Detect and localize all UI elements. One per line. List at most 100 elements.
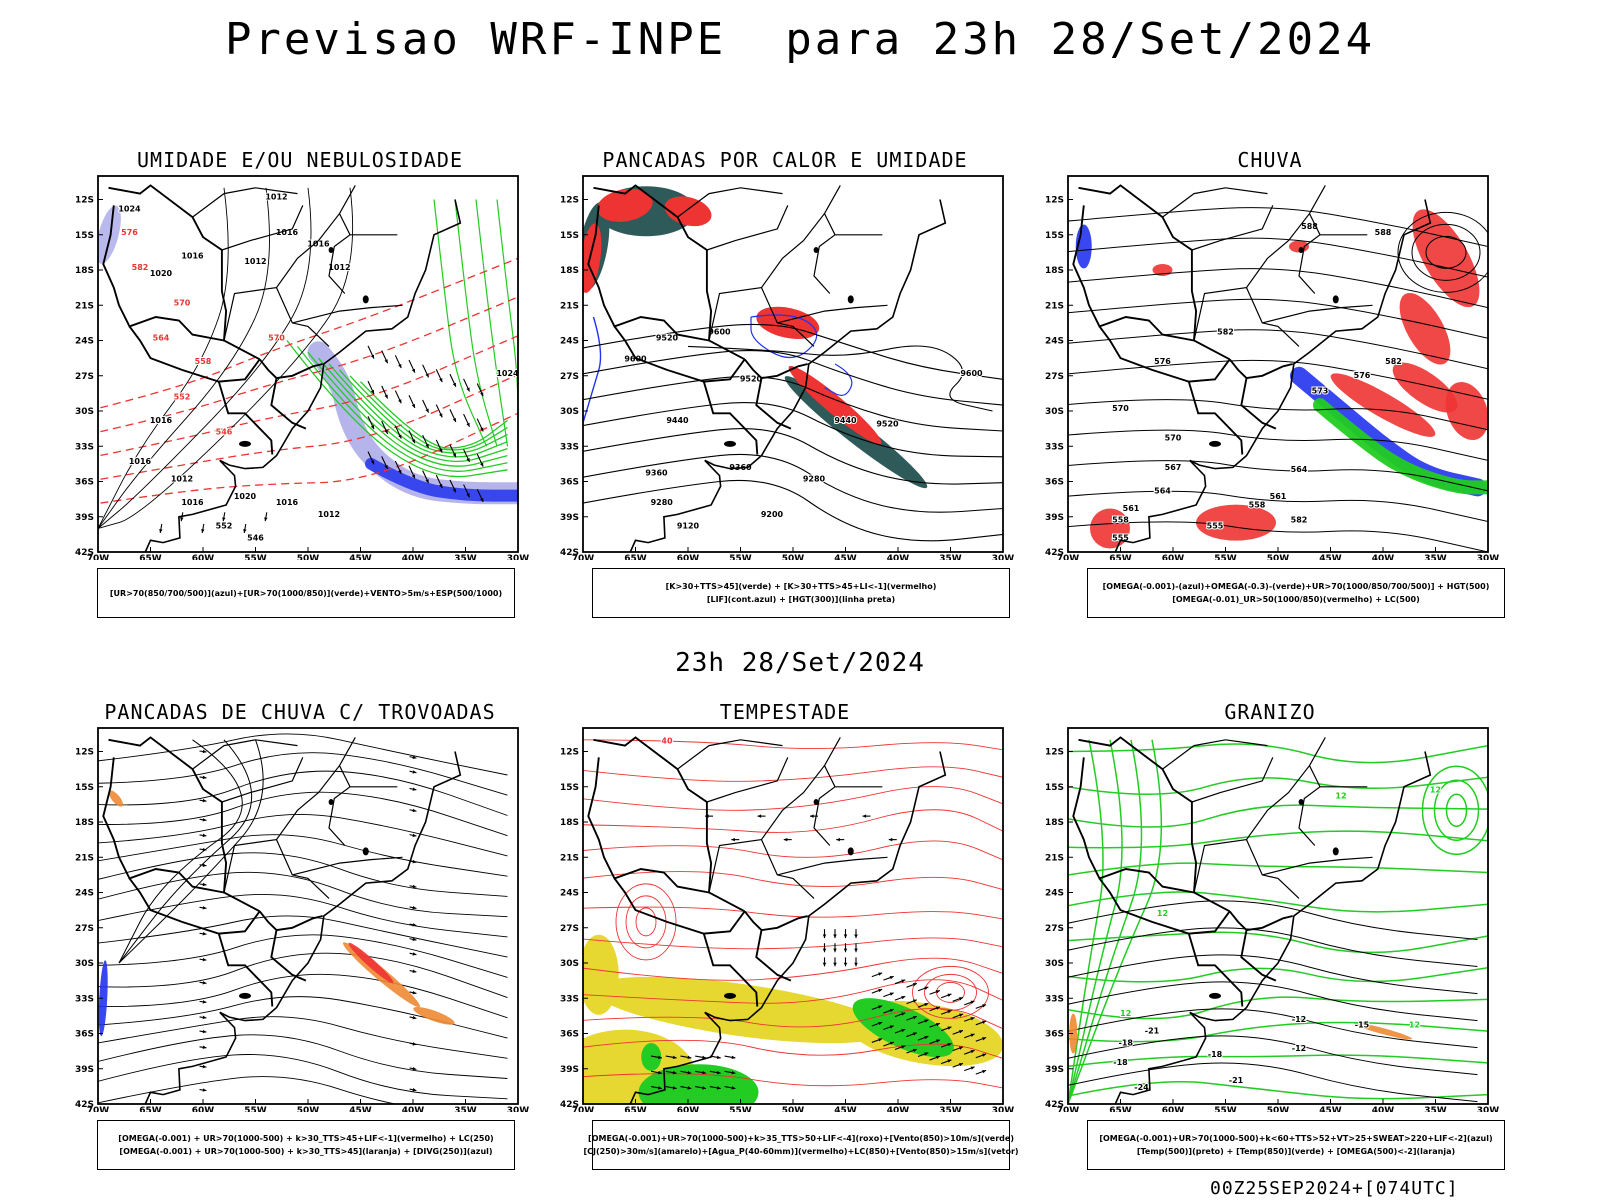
contour-label: 588	[1301, 222, 1318, 231]
wind-vector	[854, 929, 858, 939]
legend-caption-umidade: [UR>70(850/700/500)](azul)+[UR>70(1000/8…	[97, 568, 515, 618]
instability-band-red	[788, 365, 882, 445]
lon-tick-label: 60W	[192, 1106, 215, 1112]
border-line	[706, 205, 789, 251]
temp850-contour-green	[1068, 739, 1104, 1104]
contour-label: 582	[132, 263, 149, 272]
wind-barb	[463, 484, 471, 498]
wind-vector	[680, 1086, 692, 1090]
streamline-red	[583, 840, 1003, 861]
height-contour-black	[583, 453, 1003, 513]
contour-label: 9520	[876, 419, 899, 428]
coastline-atlantic	[629, 199, 947, 552]
contour-label: 546	[247, 533, 264, 542]
border-line	[1098, 877, 1231, 935]
temp850-contour-green	[1068, 996, 1488, 1020]
streamline	[98, 934, 508, 978]
wind-barb	[476, 453, 484, 467]
lon-tick-label: 45W	[349, 1106, 372, 1112]
lat-tick-label: 12S	[1045, 748, 1064, 758]
temp850-contour-green	[1068, 739, 1143, 1104]
map-content: 12 12 12 12 12 -12 -18 -15 -12 -18 -21 -24 -21 -18	[1068, 736, 1488, 1104]
wind-vector	[883, 1041, 894, 1047]
wind-vector	[929, 1006, 941, 1012]
temp850-contour-green	[1433, 779, 1480, 841]
height-contour-black	[1068, 429, 1488, 461]
moisture-band-lavender	[307, 341, 518, 505]
contour-label: 552	[216, 522, 233, 531]
thickness-contour-red	[98, 374, 518, 481]
lon-tick-label: 70W	[1057, 554, 1080, 560]
lagoon-mirim	[724, 992, 736, 999]
border-line	[292, 856, 403, 876]
wind-barb	[243, 523, 247, 534]
border-line	[258, 910, 323, 932]
lat-tick-label: 39S	[1045, 513, 1064, 523]
lat-tick-label: 12S	[75, 196, 94, 206]
wind-vector	[833, 929, 837, 939]
wind-vector	[650, 1086, 663, 1090]
wind-vector	[964, 1066, 975, 1072]
contour-label: 576	[121, 228, 138, 237]
reservoir-marker	[328, 799, 334, 806]
border-line	[258, 358, 323, 380]
border-line	[128, 877, 261, 935]
wind-vector	[952, 1046, 964, 1052]
streamline	[98, 1076, 398, 1104]
lon-tick-label: 55W	[1214, 554, 1237, 560]
lat-tick-label: 18S	[560, 266, 579, 276]
contour-label: 576	[1154, 357, 1171, 366]
lat-tick-label: 15S	[75, 231, 94, 241]
contour-label: 9360	[645, 469, 668, 478]
lon-tick-label: 65W	[624, 1106, 647, 1112]
streamline-red	[583, 786, 1003, 811]
wind-barb	[367, 416, 375, 430]
height-contour-black	[583, 402, 1003, 458]
border-line	[813, 786, 836, 846]
height-contour-black	[1425, 235, 1467, 269]
jet-gap	[792, 1052, 857, 1085]
lat-tick-label: 24S	[560, 889, 579, 899]
wind-vector	[871, 1021, 883, 1027]
height-contour-black	[1068, 460, 1488, 492]
lat-tick-label: 21S	[75, 301, 94, 311]
streamline-arrow	[409, 755, 417, 760]
contour-label: 12	[1335, 792, 1346, 801]
border-line	[760, 839, 815, 899]
wind-vector	[836, 837, 845, 842]
lat-tick-label: 36S	[560, 1030, 579, 1040]
lon-tick-label: 50W	[782, 554, 805, 560]
temp850-contour-green	[1068, 739, 1163, 1104]
lat-tick-label: 12S	[560, 196, 579, 206]
lon-tick-label: 65W	[139, 1106, 162, 1112]
streamline-arrow	[199, 882, 207, 887]
streamline	[98, 791, 508, 837]
streamline-arrow	[199, 1015, 207, 1020]
height-contour-black	[1068, 490, 1488, 522]
streamline	[98, 813, 508, 857]
wind-barb	[408, 395, 416, 409]
wind-barb	[222, 512, 226, 522]
wind-vector	[952, 1062, 964, 1068]
contour-label: 12	[1120, 1009, 1131, 1018]
wind-vector	[975, 1004, 987, 1009]
panel-title-tempestade: TEMPESTADE	[719, 700, 851, 724]
wind-vector	[894, 1012, 906, 1018]
wind-vector	[929, 1055, 941, 1061]
temp500-contour-black	[1068, 1008, 1478, 1049]
wind-vector	[964, 1000, 975, 1006]
contour-label: 561	[1123, 504, 1140, 513]
streamline-arrow	[409, 787, 417, 791]
streamline-red	[924, 973, 977, 1011]
border-line	[192, 739, 298, 770]
map-frame	[97, 727, 519, 1105]
moisture-patch-lavender	[98, 205, 121, 264]
wind-vector	[975, 1053, 987, 1059]
lon-tick-label: 40W	[1372, 1106, 1395, 1112]
lat-tick-label: 30S	[560, 407, 579, 417]
lon-tick-label: 60W	[1162, 554, 1185, 560]
lat-tick-label: 42S	[75, 548, 94, 558]
wind-vector	[822, 957, 827, 967]
pressure-contour-black	[98, 187, 312, 529]
rain-area-red	[1090, 508, 1130, 549]
